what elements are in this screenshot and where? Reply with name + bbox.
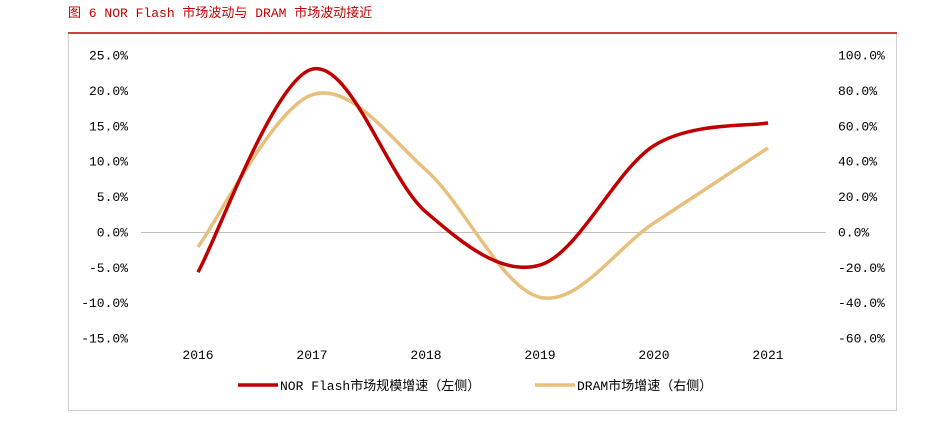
legend-label-nor-flash: NOR Flash市场规模增速（左侧） — [280, 378, 480, 394]
y-right-tick-label: 60.0% — [838, 119, 877, 134]
y-left-tick-label: 15.0% — [89, 119, 128, 134]
y-right-tick-label: -60.0% — [838, 332, 885, 347]
y-right-tick-label: -40.0% — [838, 296, 885, 311]
series-group — [196, 67, 769, 300]
figure-title: 图 6 NOR Flash 市场波动与 DRAM 市场波动接近 — [68, 5, 372, 21]
y-axis-left: 25.0% 20.0% 15.0% 10.0% 5.0% 0.0% -5.0% -10.0% -… — [81, 49, 128, 347]
x-tick-label: 2017 — [296, 348, 327, 363]
x-axis: 2016 2017 2018 2019 2020 2021 — [182, 348, 783, 363]
x-tick-label: 2021 — [752, 348, 783, 363]
legend: NOR Flash市场规模增速（左侧） DRAM市场增速（右侧） — [238, 378, 712, 394]
legend-label-dram: DRAM市场增速（右侧） — [577, 378, 712, 394]
y-right-tick-label: -20.0% — [838, 261, 885, 276]
y-right-tick-label: 0.0% — [838, 225, 869, 240]
y-left-tick-label: -15.0% — [81, 332, 128, 347]
x-tick-label: 2018 — [410, 348, 441, 363]
legend-item-dram: DRAM市场增速（右侧） — [535, 378, 712, 394]
y-left-tick-label: 25.0% — [89, 49, 128, 64]
y-right-tick-label: 40.0% — [838, 155, 877, 170]
x-tick-label: 2019 — [524, 348, 555, 363]
y-right-tick-label: 80.0% — [838, 84, 877, 99]
y-axis-right: 100.0% 80.0% 60.0% 40.0% 20.0% 0.0% -20.0% -40.… — [838, 49, 885, 347]
y-left-tick-label: 0.0% — [97, 225, 128, 240]
y-left-tick-label: 20.0% — [89, 84, 128, 99]
y-right-tick-label: 100.0% — [838, 49, 885, 64]
x-tick-label: 2020 — [638, 348, 669, 363]
nor-flash-growth-line — [196, 67, 769, 274]
y-left-tick-label: -5.0% — [89, 261, 128, 276]
y-left-tick-label: 5.0% — [97, 190, 128, 205]
chart-frame — [68, 34, 897, 411]
y-left-tick-label: -10.0% — [81, 296, 128, 311]
y-right-tick-label: 20.0% — [838, 190, 877, 205]
dram-growth-line — [196, 91, 769, 300]
legend-item-nor-flash: NOR Flash市场规模增速（左侧） — [238, 378, 480, 394]
x-tick-label: 2016 — [182, 348, 213, 363]
y-left-tick-label: 10.0% — [89, 155, 128, 170]
